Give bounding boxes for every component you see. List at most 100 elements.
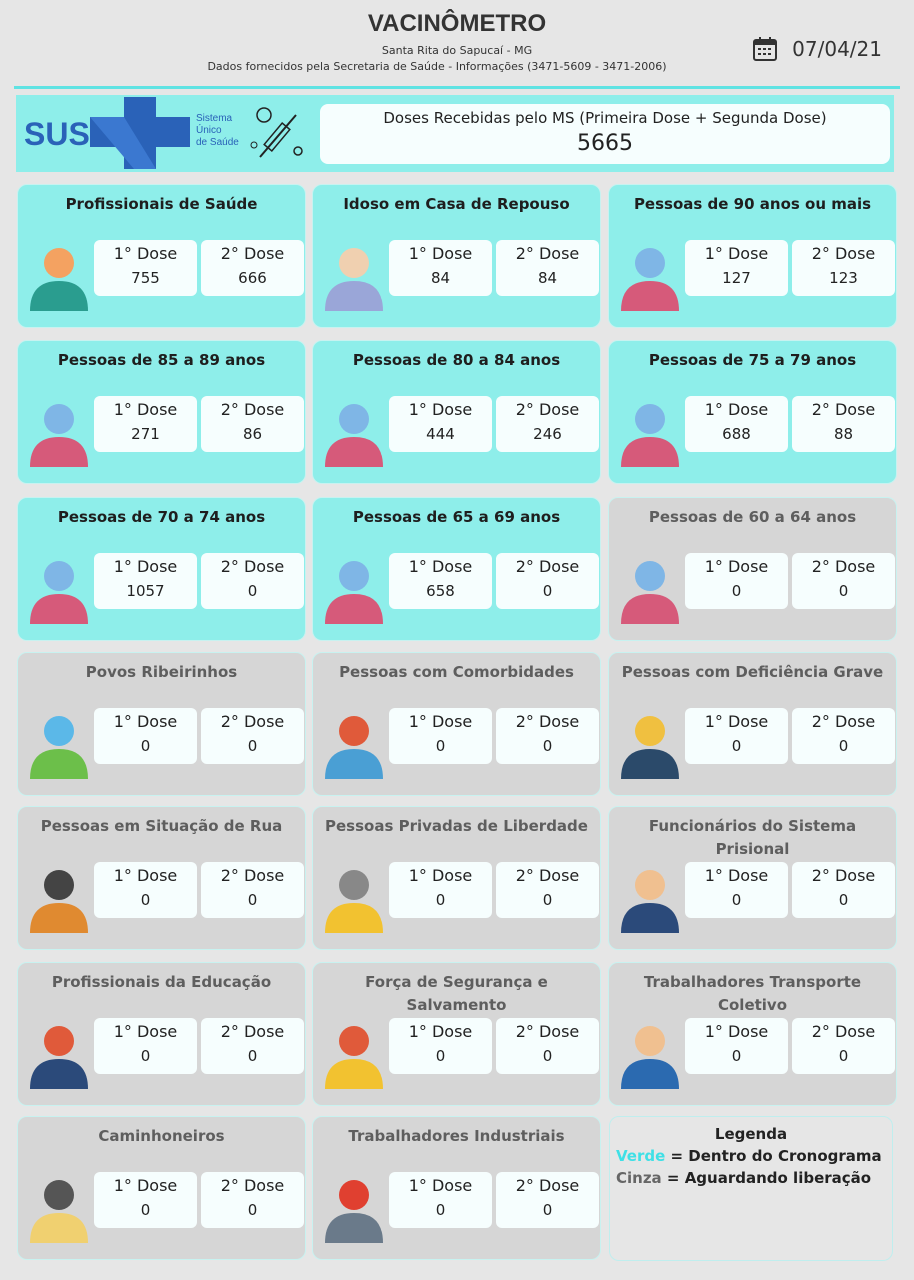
first-dose-label: 1° Dose: [113, 1176, 178, 1195]
legend-panel: Legenda Verde = Dentro do Cronograma Cin…: [609, 1116, 893, 1261]
doses-received-panel: Doses Recebidas pelo MS (Primeira Dose +…: [320, 104, 890, 164]
second-dose-box: 2° Dose 0: [496, 553, 599, 609]
group-card: Trabalhadores Industriais 1° Dose 0 2° Do…: [312, 1116, 601, 1260]
group-card: Pessoas com Comorbidades 1° Dose 0 2° Dos…: [312, 652, 601, 796]
second-dose-box: 2° Dose 0: [201, 862, 304, 918]
first-dose-label: 1° Dose: [704, 244, 769, 263]
doses-received-value: 5665: [577, 131, 633, 156]
first-dose-value: 0: [731, 891, 742, 909]
second-dose-value: 0: [247, 737, 258, 755]
police-officer-icon: [613, 859, 687, 935]
second-dose-box: 2° Dose 0: [201, 708, 304, 764]
second-dose-label: 2° Dose: [220, 1022, 285, 1041]
river-landscape-icon: [22, 705, 96, 781]
first-dose-value: 0: [731, 1047, 742, 1065]
second-dose-label: 2° Dose: [515, 1022, 580, 1041]
first-dose-value: 0: [140, 891, 151, 909]
second-dose-value: 0: [542, 1047, 553, 1065]
first-dose-box: 1° Dose 271: [94, 396, 197, 452]
second-dose-value: 0: [247, 891, 258, 909]
vaccine-syringe-icon: [250, 107, 303, 158]
group-title: Trabalhadores Transporte Coletivo: [643, 973, 862, 1014]
group-title: Pessoas de 65 a 69 anos: [352, 508, 561, 526]
second-dose-label: 2° Dose: [811, 400, 876, 419]
group-card: Pessoas de 65 a 69 anos 1° Dose 658 2° Do…: [312, 497, 601, 641]
page-title: VACINÔMETRO: [367, 10, 547, 37]
second-dose-box: 2° Dose 123: [792, 240, 895, 296]
group-title: Pessoas com Deficiência Grave: [621, 663, 884, 681]
group-title: Profissionais de Saúde: [65, 195, 258, 213]
second-dose-value: 666: [238, 269, 267, 287]
group-title: Pessoas de 85 a 89 anos: [57, 351, 266, 369]
first-dose-value: 84: [430, 269, 451, 287]
group-title: Funcionários do Sistema Prisional: [648, 817, 857, 858]
second-dose-label: 2° Dose: [811, 1022, 876, 1041]
homeless-icon: [22, 859, 96, 935]
second-dose-value: 88: [833, 425, 854, 443]
second-dose-box: 2° Dose 0: [201, 1018, 304, 1074]
second-dose-box: 2° Dose 666: [201, 240, 304, 296]
elderly-people-icon: [613, 237, 687, 313]
date-display: 07/04/21: [752, 36, 882, 62]
group-title: Pessoas de 80 a 84 anos: [352, 351, 561, 369]
first-dose-label: 1° Dose: [408, 866, 473, 885]
second-dose-box: 2° Dose 0: [496, 1018, 599, 1074]
second-dose-value: 0: [542, 891, 553, 909]
first-dose-label: 1° Dose: [113, 400, 178, 419]
doses-received-label: Doses Recebidas pelo MS (Primeira Dose +…: [383, 109, 827, 127]
first-dose-box: 1° Dose 0: [94, 862, 197, 918]
first-dose-box: 1° Dose 0: [685, 553, 788, 609]
second-dose-value: 0: [838, 582, 849, 600]
second-dose-value: 0: [542, 1201, 553, 1219]
first-dose-value: 1057: [126, 582, 165, 600]
first-dose-box: 1° Dose 127: [685, 240, 788, 296]
group-card: Pessoas com Deficiência Grave 1° Dose 0 2…: [608, 652, 897, 796]
group-title: Pessoas de 70 a 74 anos: [57, 508, 266, 526]
first-dose-box: 1° Dose 0: [389, 1172, 492, 1228]
group-card: Funcionários do Sistema Prisional 1° Dos…: [608, 806, 897, 950]
first-dose-box: 1° Dose 0: [389, 1018, 492, 1074]
handcuffs-icon: [317, 859, 391, 935]
elderly-couple-icon: [317, 237, 391, 313]
medical-record-icon: [317, 705, 391, 781]
group-title: Idoso em Casa de Repouso: [343, 195, 570, 213]
second-dose-value: 84: [537, 269, 558, 287]
svg-text:de Saúde: de Saúde: [196, 137, 239, 148]
svg-text:SUS: SUS: [24, 116, 90, 152]
second-dose-label: 2° Dose: [515, 557, 580, 576]
second-dose-label: 2° Dose: [811, 244, 876, 263]
group-title: Trabalhadores Industriais: [348, 1127, 565, 1145]
group-card: Povos Ribeirinhos 1° Dose 0 2° Dose 0: [17, 652, 306, 796]
group-card: Pessoas Privadas de Liberdade 1° Dose 0 2…: [312, 806, 601, 950]
elderly-people-icon: [613, 550, 687, 626]
second-dose-value: 0: [247, 1047, 258, 1065]
second-dose-label: 2° Dose: [220, 866, 285, 885]
group-title: Pessoas de 75 a 79 anos: [648, 351, 857, 369]
second-dose-box: 2° Dose 246: [496, 396, 599, 452]
second-dose-box: 2° Dose 0: [792, 862, 895, 918]
group-card: Pessoas de 85 a 89 anos 1° Dose 271 2° Do…: [17, 340, 306, 484]
first-dose-label: 1° Dose: [408, 400, 473, 419]
second-dose-value: 0: [838, 1047, 849, 1065]
group-title: Força de Segurança e Salvamento: [365, 973, 548, 1014]
legend-verde-text: = Dentro do Cronograma: [665, 1147, 882, 1165]
second-dose-label: 2° Dose: [220, 244, 285, 263]
group-card: Idoso em Casa de Repouso 1° Dose 84 2° Do…: [312, 184, 601, 328]
legend-row-cinza: Cinza = Aguardando liberação: [616, 1169, 892, 1187]
truck-driver-icon: [22, 1169, 96, 1245]
group-card: Pessoas em Situação de Rua 1° Dose 0 2° D…: [17, 806, 306, 950]
source-note: Dados fornecidos pela Secretaria de Saúd…: [207, 60, 667, 73]
rescue-vest-icon: [317, 1015, 391, 1091]
second-dose-label: 2° Dose: [515, 712, 580, 731]
second-dose-value: 246: [533, 425, 562, 443]
first-dose-value: 658: [426, 582, 455, 600]
bus-driver-icon: [613, 1015, 687, 1091]
elderly-people-icon: [22, 393, 96, 469]
calendar-icon: [753, 37, 778, 61]
second-dose-label: 2° Dose: [811, 866, 876, 885]
first-dose-label: 1° Dose: [408, 244, 473, 263]
second-dose-box: 2° Dose 86: [201, 396, 304, 452]
second-dose-value: 0: [838, 737, 849, 755]
industrial-worker-icon: [317, 1169, 391, 1245]
second-dose-box: 2° Dose 0: [201, 1172, 304, 1228]
